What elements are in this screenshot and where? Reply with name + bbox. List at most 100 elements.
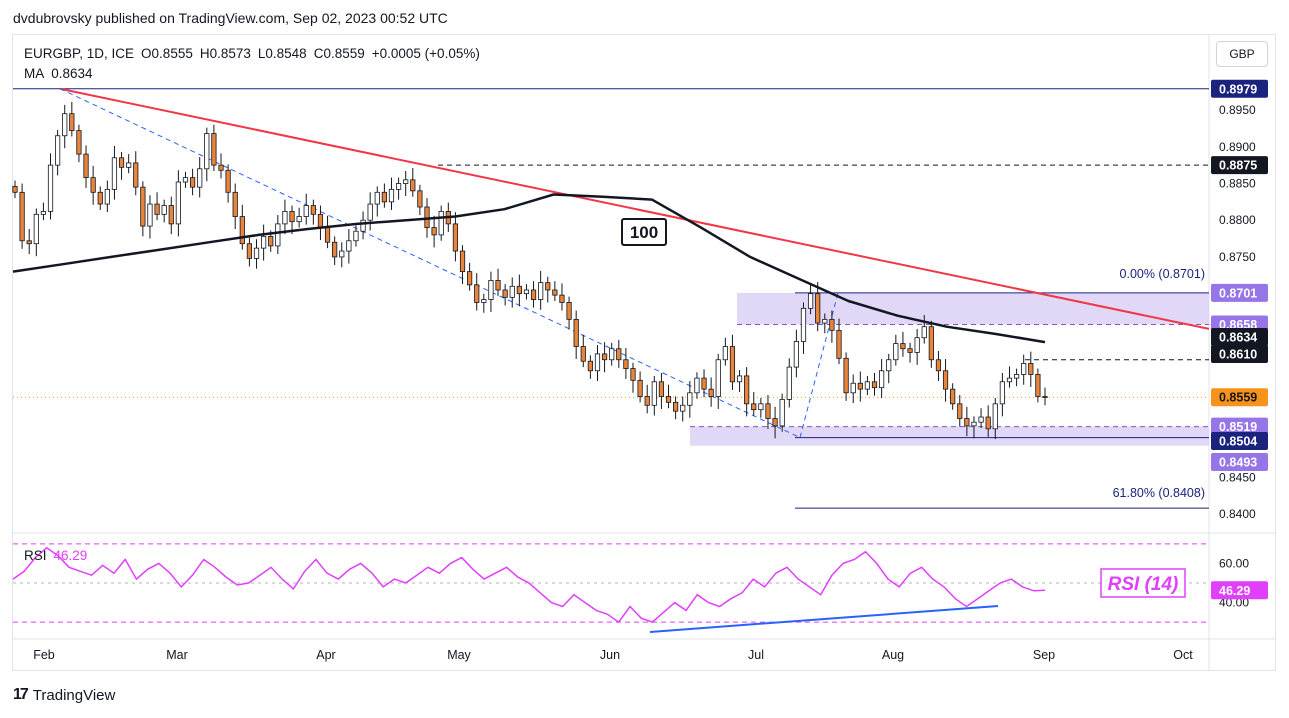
candle-down [751, 403, 757, 411]
price-label-text: 0.8559 [1219, 391, 1257, 405]
candle-up [126, 162, 132, 168]
candle-up [651, 381, 657, 406]
price-axis-tick: 0.8950 [1219, 103, 1256, 117]
candle-up [261, 235, 267, 249]
candle-up [147, 203, 153, 227]
candle-down [12, 186, 18, 193]
candle-down [701, 377, 707, 390]
candle-down [218, 164, 224, 171]
price-label-tag [1211, 79, 1268, 98]
candle-down [566, 302, 572, 320]
candle-up [111, 157, 118, 190]
candle-up [161, 205, 167, 215]
candle-up [793, 340, 799, 368]
dashed-trend-channel [59, 88, 801, 439]
rsi-support-line [649, 605, 999, 633]
price-label-tag [1211, 388, 1268, 407]
rsi-legend: RSI 46.29 [24, 548, 94, 563]
candle-down [644, 396, 650, 406]
price-label-tag [1211, 283, 1268, 302]
price-axis-tick: 0.8750 [1219, 250, 1256, 264]
rsi-legend-label[interactable]: RSI [24, 548, 47, 563]
candle-down [83, 153, 89, 179]
candle-down [552, 289, 558, 296]
candle-down [907, 348, 913, 353]
time-axis-tick: May [447, 648, 471, 662]
candle-down [474, 284, 480, 303]
symbol-legend: EURGBP, 1D, ICE O0.8555 H0.8573 L0.8548 C0.8… [24, 46, 487, 61]
price-axis-tick: 0.8450 [1219, 470, 1256, 484]
candle-down [772, 418, 778, 427]
candle-down [623, 359, 629, 369]
candle-down [630, 368, 636, 381]
time-axis-tick: Apr [316, 648, 335, 662]
fib-anchor-dashed [799, 292, 839, 438]
candle-down [665, 396, 672, 403]
ma-period-box [621, 218, 667, 246]
candle-down [815, 293, 821, 324]
candle-up [758, 403, 764, 411]
candle-up [55, 135, 61, 166]
time-axis-tick: Aug [882, 648, 904, 662]
candle-up [346, 240, 352, 252]
candle-up [822, 318, 828, 324]
candle-down [452, 223, 459, 252]
price-label-text: 0.8493 [1219, 456, 1257, 470]
legend-change: +0.0005 (+0.05%) [371, 46, 480, 61]
rsi-value-tag [1211, 581, 1268, 600]
candle-down [189, 177, 196, 188]
candle-up [800, 307, 807, 342]
candle-down [857, 382, 863, 390]
currency-button[interactable]: GBP [1216, 41, 1268, 67]
ma-legend-label[interactable]: MA [24, 66, 45, 81]
tradingview-logo-text: TradingView [32, 686, 116, 704]
ma-legend: MA 0.8634 [24, 66, 100, 81]
candle-down [658, 381, 665, 397]
candle-down [1035, 374, 1041, 397]
candle-down [97, 191, 103, 205]
candle-up [687, 392, 693, 406]
time-axis-tick: Jun [600, 648, 620, 662]
legend-symbol[interactable]: EURGBP, 1D, ICE [24, 46, 135, 61]
rsi-title-label: RSI (14) [1108, 574, 1179, 595]
publisher-line: dvdubrovsky published on TradingView.com… [13, 10, 448, 26]
chart-frame [12, 34, 1276, 671]
candle-up [1006, 377, 1013, 383]
resistance-zone [737, 292, 1209, 325]
candle-down [76, 130, 82, 155]
candle-down [459, 250, 466, 273]
candle-down [530, 289, 537, 300]
candle-down [381, 191, 387, 203]
candle-down [225, 169, 231, 193]
candle-up [353, 230, 359, 242]
candle-up [296, 216, 302, 223]
candle-down [246, 243, 253, 259]
candle-down [573, 318, 579, 347]
candle-up [921, 326, 927, 339]
candle-up [360, 219, 366, 232]
candle-down [964, 418, 970, 427]
candle-down [942, 370, 949, 390]
time-axis-tick: Mar [166, 648, 188, 662]
tradingview-logo[interactable]: 17 TradingView [13, 686, 115, 704]
candle-down [431, 227, 437, 236]
candle-down [708, 388, 714, 397]
candle-up [275, 223, 281, 247]
candle-up [694, 377, 700, 394]
price-label-text: 0.8504 [1219, 435, 1257, 449]
ma-legend-value: 0.8634 [51, 66, 93, 81]
candle-up [999, 381, 1005, 405]
price-axis-tick: 0.8800 [1219, 213, 1256, 227]
candle-up [62, 113, 68, 137]
candle-down [168, 205, 174, 225]
candle-down [729, 346, 736, 383]
price-axis-tick: 0.8400 [1219, 507, 1256, 521]
candle-down [1028, 363, 1034, 375]
legend-close: C0.8559 [313, 46, 365, 61]
candle-up [253, 247, 260, 259]
moving-average-line [12, 193, 1046, 344]
candle-up [1013, 374, 1020, 379]
time-axis-tick: Jul [748, 648, 764, 662]
candle-down [289, 210, 295, 223]
